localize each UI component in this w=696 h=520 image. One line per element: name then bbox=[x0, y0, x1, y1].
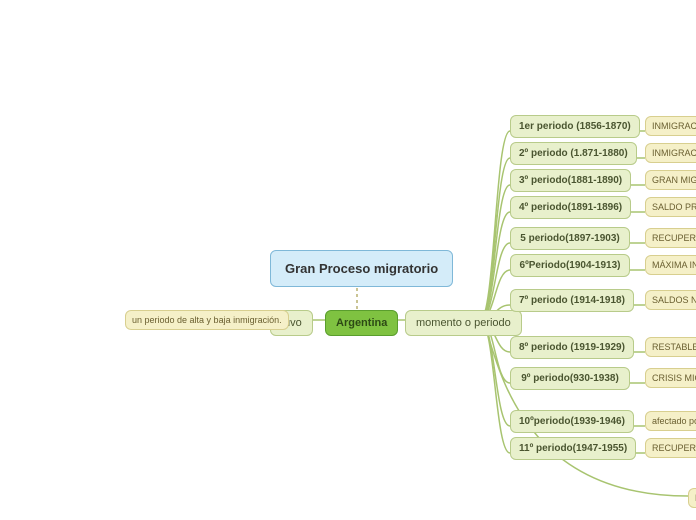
leaf-node-5[interactable]: RECUPERACION bbox=[645, 228, 696, 248]
desc-node[interactable]: un periodo de alta y baja inmigración. bbox=[125, 310, 289, 330]
leaf-node-10[interactable]: afectado por la bbox=[645, 411, 696, 431]
period-node-10[interactable]: 10ºperiodo(1939-1946) bbox=[510, 410, 634, 433]
momento-node[interactable]: momento o periodo bbox=[405, 310, 522, 336]
leaf-node-8[interactable]: RESTABLECIM bbox=[645, 337, 696, 357]
leaf-node-1[interactable]: INMIGRACIÓN MO bbox=[645, 116, 696, 136]
period-node-11[interactable]: 11º periodo(1947-1955) bbox=[510, 437, 636, 460]
central-node[interactable]: Argentina bbox=[325, 310, 398, 336]
leaf-node-9[interactable]: CRISIS MIGRATO bbox=[645, 368, 696, 388]
period-node-1[interactable]: 1er periodo (1856-1870) bbox=[510, 115, 640, 138]
leaf-node-4[interactable]: SALDO PRÁCTICAME bbox=[645, 197, 696, 217]
leaf-node-2[interactable]: INMIGRACIÓN ASI bbox=[645, 143, 696, 163]
leaf-node-3[interactable]: GRAN MIGRACIÓN bbox=[645, 170, 696, 190]
root-node[interactable]: Gran Proceso migratorio bbox=[270, 250, 453, 287]
period-node-3[interactable]: 3º periodo(1881-1890) bbox=[510, 169, 631, 192]
period-node-9[interactable]: 9º periodo(930-1938) bbox=[510, 367, 630, 390]
period-node-6[interactable]: 6ºPeriodo(1904-1913) bbox=[510, 254, 630, 277]
bottom-leaf[interactable]: E bbox=[688, 488, 696, 508]
period-node-7[interactable]: 7º periodo (1914-1918) bbox=[510, 289, 634, 312]
period-node-2[interactable]: 2º periodo (1.871-1880) bbox=[510, 142, 637, 165]
period-node-5[interactable]: 5 periodo(1897-1903) bbox=[510, 227, 630, 250]
leaf-node-7[interactable]: SALDOS NEGA bbox=[645, 290, 696, 310]
leaf-node-11[interactable]: RECUPERACIÓ bbox=[645, 438, 696, 458]
leaf-node-6[interactable]: MÁXIMA INMIGRA bbox=[645, 255, 696, 275]
period-node-4[interactable]: 4º periodo(1891-1896) bbox=[510, 196, 631, 219]
period-node-8[interactable]: 8º periodo (1919-1929) bbox=[510, 336, 634, 359]
